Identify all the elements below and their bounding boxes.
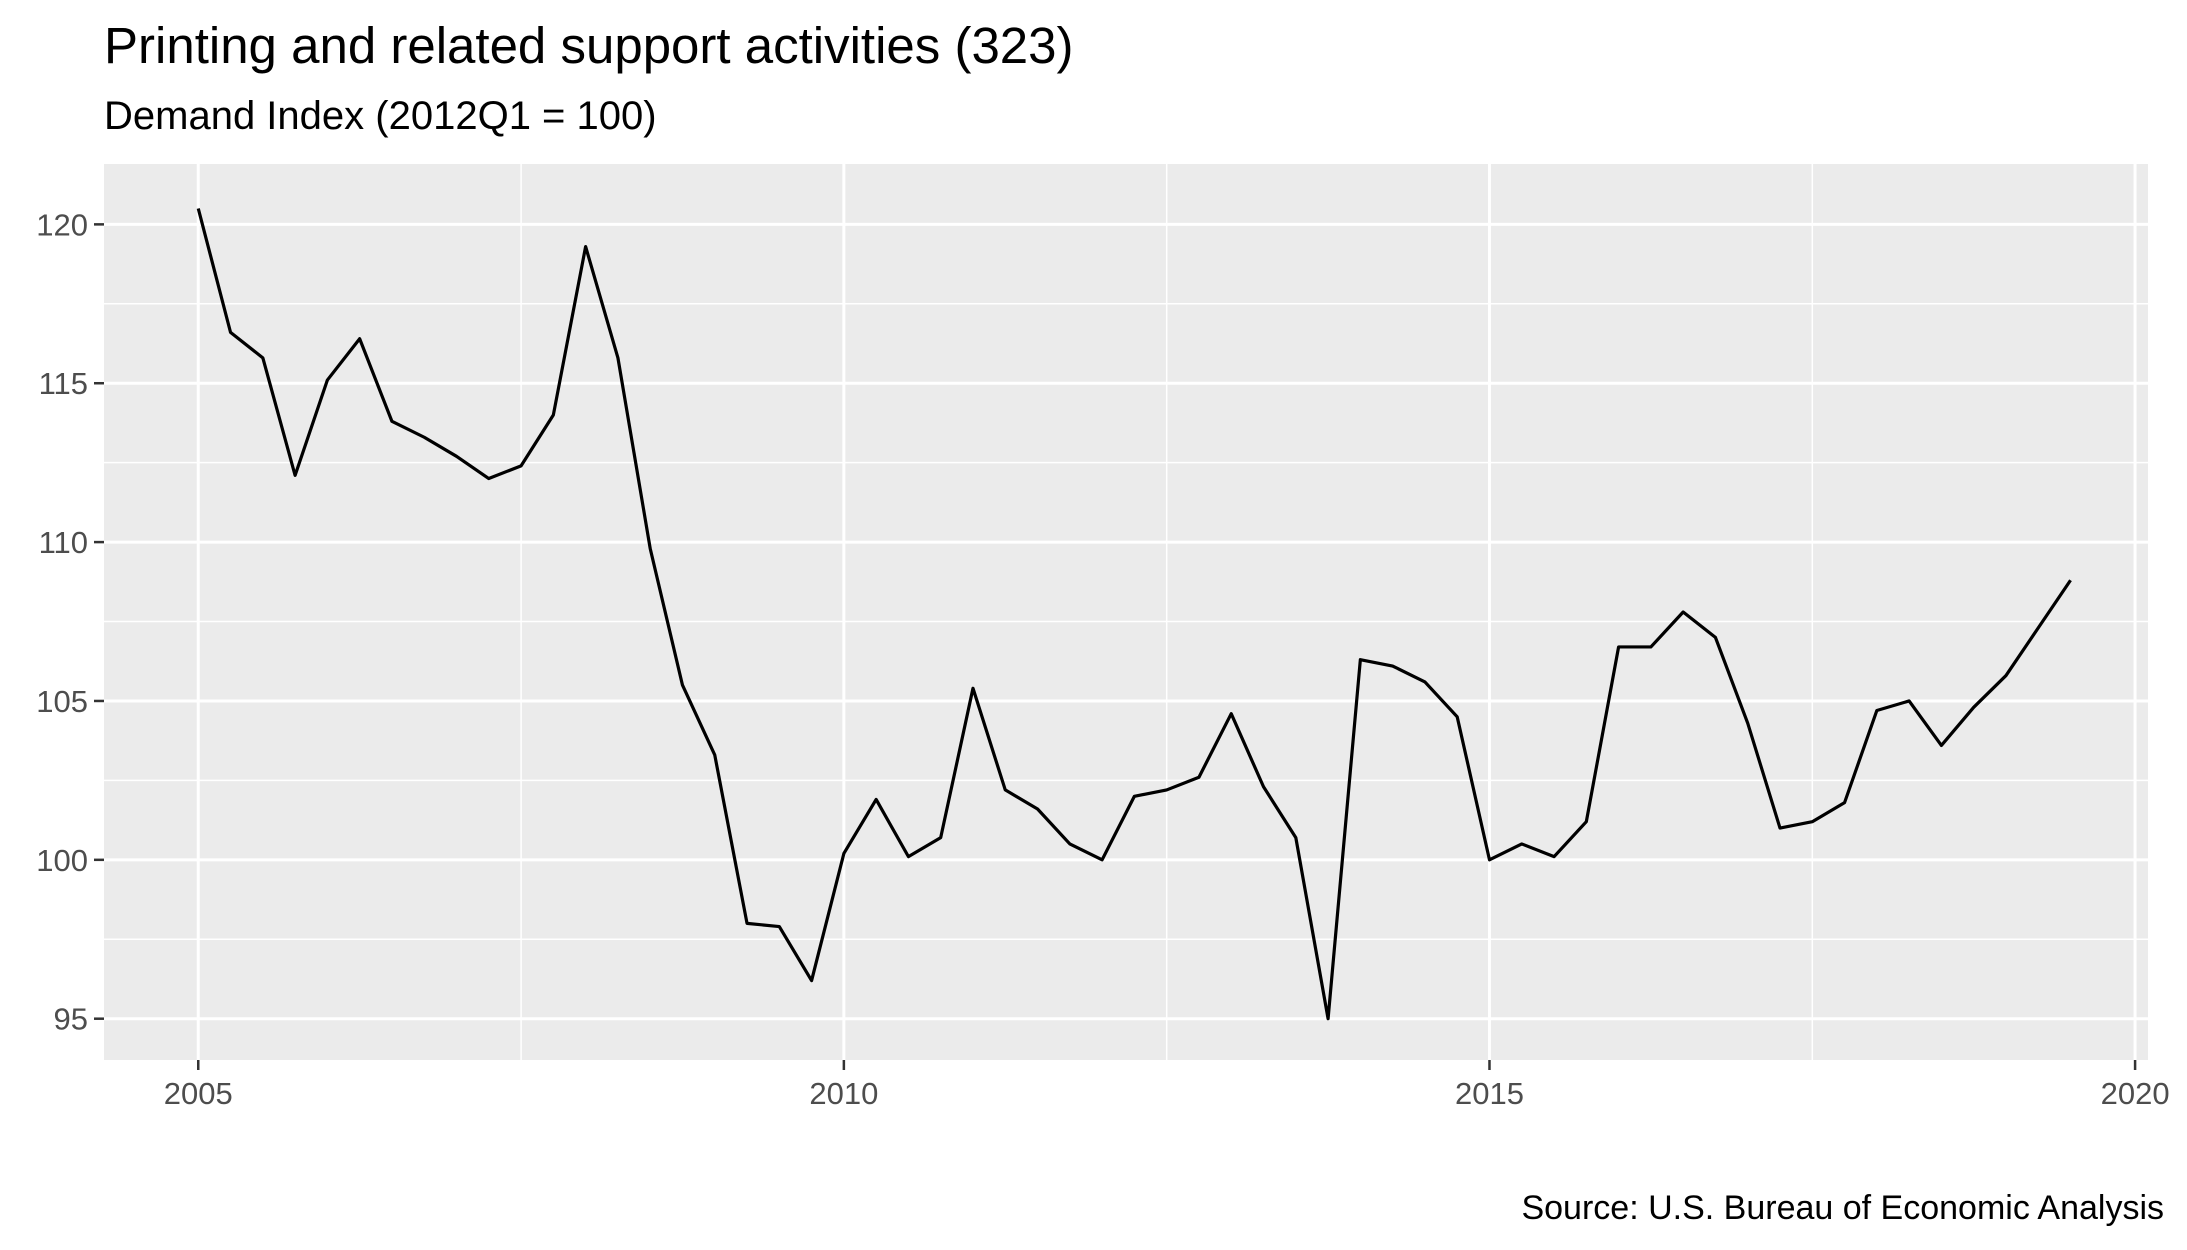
x-tick-label: 2020	[2101, 1076, 2170, 1111]
x-tick-label: 2005	[164, 1076, 233, 1111]
series-lines	[196, 208, 2072, 1021]
x-axis-ticks: 2005 2010 2015 2020	[164, 1060, 2170, 1111]
x-tick-label: 2015	[1455, 1076, 1524, 1111]
chart-caption: Source: U.S. Bureau of Economic Analysis	[1521, 1189, 2164, 1227]
minor-gridlines	[104, 164, 2148, 1060]
y-tick-label: 110	[39, 525, 88, 560]
chart-title: Printing and related support activities …	[104, 17, 1074, 74]
series-line	[196, 208, 2072, 1021]
major-gridlines	[104, 164, 2148, 1060]
y-tick-label: 120	[36, 207, 88, 242]
y-tick-label: 95	[54, 1002, 88, 1037]
y-tick-label: 100	[36, 843, 88, 878]
plot-panel	[104, 164, 2148, 1060]
y-axis-ticks: 95 100 105 110 115 120	[36, 207, 104, 1037]
y-tick-label: 115	[39, 366, 88, 401]
x-tick-label: 2010	[809, 1076, 878, 1111]
chart-subtitle: Demand Index (2012Q1 = 100)	[104, 94, 657, 138]
y-tick-label: 105	[36, 684, 88, 719]
